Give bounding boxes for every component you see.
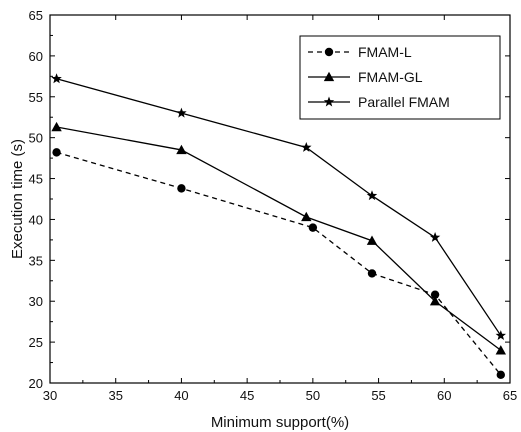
y-tick-label-40: 40 — [29, 212, 43, 227]
data-point-parallel-fmam-3 — [366, 190, 378, 201]
legend-marker-parallel-fmam — [323, 96, 335, 107]
series-line-parallel-fmam — [56, 78, 502, 336]
legend-marker-fmam-l — [324, 47, 334, 57]
data-point-fmam-gl-4 — [429, 296, 441, 306]
x-tick-label-35: 35 — [108, 388, 122, 403]
y-tick-label-35: 35 — [29, 253, 43, 268]
x-tick-label-55: 55 — [371, 388, 385, 403]
data-point-fmam-l-2 — [308, 223, 318, 232]
y-tick-label-25: 25 — [29, 335, 43, 350]
data-point-fmam-gl-5 — [495, 345, 506, 355]
y-axis-title: Execution time (s) — [9, 139, 26, 259]
legend-label-fmam-l: FMAM-L — [358, 44, 412, 60]
x-axis-title: Minimum support(%) — [211, 414, 349, 431]
legend-marker-fmam-gl — [323, 71, 335, 82]
data-point-fmam-l-5 — [496, 370, 505, 380]
data-point-parallel-fmam-1 — [176, 107, 187, 118]
y-tick-label-65: 65 — [29, 8, 43, 23]
x-tick-label-65: 65 — [503, 388, 517, 403]
data-point-fmam-gl-3 — [366, 235, 378, 245]
y-tick-label-60: 60 — [29, 49, 43, 64]
x-tick-label-50: 50 — [306, 388, 320, 403]
legend-label-parallel-fmam: Parallel FMAM — [358, 94, 450, 110]
data-point-parallel-fmam-4 — [429, 231, 441, 242]
x-tick-label-60: 60 — [437, 388, 451, 403]
y-tick-label-50: 50 — [29, 131, 43, 146]
series-line-fmam-gl — [56, 126, 502, 351]
y-tick-label-55: 55 — [29, 90, 43, 105]
series-line-fmam-l — [56, 151, 502, 376]
data-point-fmam-l-3 — [367, 269, 377, 278]
legend-label-fmam-gl: FMAM-GL — [358, 69, 423, 85]
data-point-fmam-l-4 — [430, 290, 440, 299]
axes: 30 35 40 45 50 55 60 65 20 25 30 35 40 45 50 55 60 65 — [29, 8, 518, 403]
data-point-fmam-gl-1 — [176, 144, 187, 155]
data-point-fmam-gl-2 — [301, 211, 312, 222]
data-point-fmam-gl-0 — [51, 121, 62, 132]
data-point-fmam-l-1 — [177, 184, 186, 193]
data-point-parallel-fmam-0 — [51, 73, 62, 84]
data-point-fmam-l-0 — [52, 148, 61, 157]
data-point-parallel-fmam-5 — [495, 330, 507, 341]
data-point-parallel-fmam-2 — [301, 141, 312, 152]
x-tick-label-30: 30 — [43, 388, 57, 403]
y-tick-label-45: 45 — [29, 172, 43, 187]
plot-area — [51, 73, 507, 380]
y-tick-label-30: 30 — [29, 294, 43, 309]
x-tick-label-45: 45 — [240, 388, 254, 403]
legend: FMAM-L FMAM-GL Parallel FMAM — [299, 35, 501, 120]
x-tick-label-40: 40 — [174, 388, 188, 403]
y-tick-label-20: 20 — [29, 376, 43, 391]
